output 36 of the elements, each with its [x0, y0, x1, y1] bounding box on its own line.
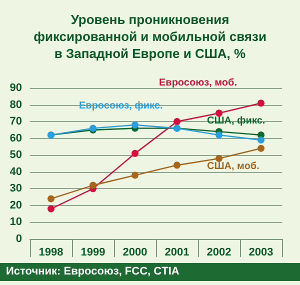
y-tick-label: 90 — [10, 82, 22, 94]
chart-title: Уровень проникновения фиксированной и мобильной связи в Западной Европе и США, % — [34, 12, 266, 61]
point — [48, 195, 54, 202]
y-tick-label: 10 — [10, 216, 22, 228]
point — [174, 118, 180, 126]
series-label: США, фикс. — [207, 115, 266, 126]
x-tick-label: 2002 — [206, 246, 232, 258]
point — [216, 131, 222, 138]
y-tick-label: 50 — [10, 149, 22, 162]
point — [132, 121, 138, 128]
x-tick-label: 1998 — [38, 246, 64, 258]
point — [258, 100, 264, 107]
x-tick-label: 2001 — [164, 246, 190, 258]
point — [90, 182, 96, 189]
series-label: Евросоюз, моб. — [159, 78, 238, 89]
y-tick-label: 20 — [10, 199, 22, 212]
point — [216, 110, 222, 117]
series-label: Евросоюз, фикс. — [79, 100, 163, 112]
point — [258, 136, 264, 144]
y-tick-label: 40 — [10, 166, 22, 178]
y-tick-label: 60 — [10, 132, 22, 144]
point — [132, 150, 138, 157]
y-tick-label: 80 — [10, 98, 22, 111]
text: Источник: Евросоюз, FCC, CTIA — [6, 266, 180, 278]
y-tick-label: 0 — [16, 233, 22, 245]
y-tick-label: 70 — [10, 116, 22, 128]
x-tick-label: 2003 — [248, 246, 274, 258]
point — [48, 205, 54, 212]
x-tick-label: 2000 — [122, 246, 148, 258]
x-tick-label: 1999 — [80, 246, 106, 258]
point — [174, 162, 180, 169]
point — [132, 172, 138, 179]
point — [216, 154, 222, 162]
y-tick-label: 30 — [10, 182, 22, 195]
point — [258, 144, 264, 152]
series-label: США, моб. — [207, 160, 260, 172]
